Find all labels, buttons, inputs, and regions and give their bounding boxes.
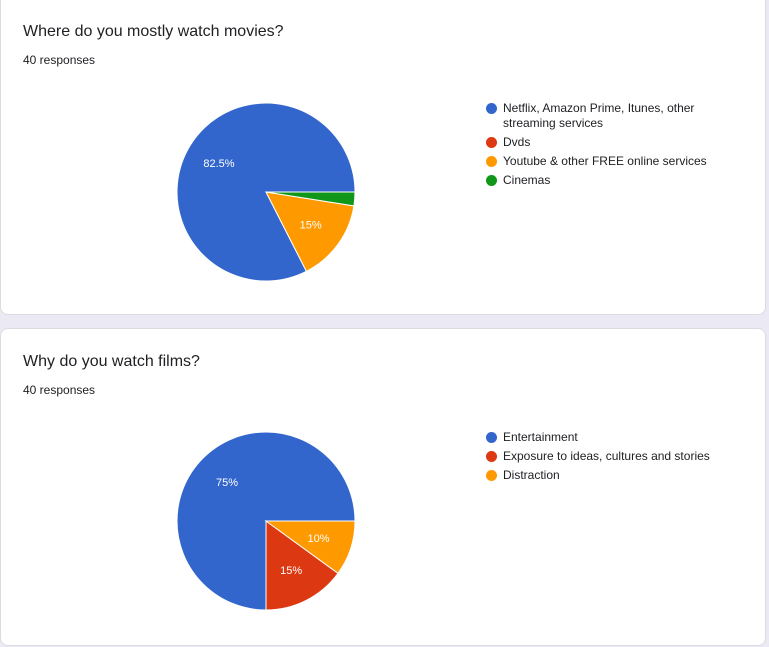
legend-label: Dvds [503, 135, 531, 149]
legend-swatch [486, 432, 497, 443]
legend-swatch [486, 451, 497, 462]
chart-legend: Entertainment Exposure to ideas, cultures… [486, 430, 736, 487]
legend-item-youtube-other-free-online-services: Youtube & other FREE online services [486, 154, 736, 169]
chart-card-watch-location: Where do you mostly watch movies? 40 res… [0, 0, 766, 315]
legend-label: Distraction [503, 468, 560, 482]
legend-label: Entertainment [503, 430, 578, 444]
chart-legend: Netflix, Amazon Prime, Itunes, other str… [486, 101, 736, 192]
legend-label: Youtube & other FREE online services [503, 154, 707, 168]
pie-chart-watch-reasons: 75% 15% 10% [176, 431, 356, 611]
chart-card-watch-reasons: Why do you watch films? 40 responses 75%… [0, 328, 766, 646]
pie-slice-distraction [264, 520, 356, 575]
slice-value-label: 15% [300, 219, 322, 231]
legend-item-entertainment: Entertainment [486, 430, 736, 445]
legend-swatch [486, 175, 497, 186]
legend-label: Netflix, Amazon Prime, Itunes, other str… [503, 101, 695, 130]
legend-swatch [486, 156, 497, 167]
legend-item-cinemas: Cinemas [486, 173, 736, 188]
legend-item-dvds: Dvds [486, 135, 736, 150]
pie-slice-exposure-to-ideas-cultures-and-stories [265, 520, 339, 611]
pie-slice-youtube-other-free-online-services [265, 191, 355, 272]
legend-label: Exposure to ideas, cultures and stories [503, 449, 710, 463]
legend-swatch [486, 470, 497, 481]
slice-value-label: 10% [307, 533, 329, 545]
slice-value-label: 82.5% [203, 158, 234, 170]
response-count: 40 responses [23, 53, 96, 67]
slice-value-label: 15% [280, 565, 302, 577]
legend-swatch [486, 137, 497, 148]
legend-label: Cinemas [503, 173, 551, 187]
legend-item-netflix-amazon-prime-itunes-other-streaming-services: Netflix, Amazon Prime, Itunes, other str… [486, 101, 736, 131]
legend-swatch [486, 103, 497, 114]
pie-slice-cinemas [265, 191, 356, 207]
pie-chart-watch-location: 82.5% 15% [176, 102, 356, 282]
slice-value-label: 75% [216, 477, 238, 489]
chart-title: Where do you mostly watch movies? [23, 23, 284, 40]
legend-item-exposure-to-ideas-cultures-and-stories: Exposure to ideas, cultures and stories [486, 449, 736, 464]
response-count: 40 responses [23, 383, 96, 397]
chart-title: Why do you watch films? [23, 353, 200, 370]
legend-item-distraction: Distraction [486, 468, 736, 483]
